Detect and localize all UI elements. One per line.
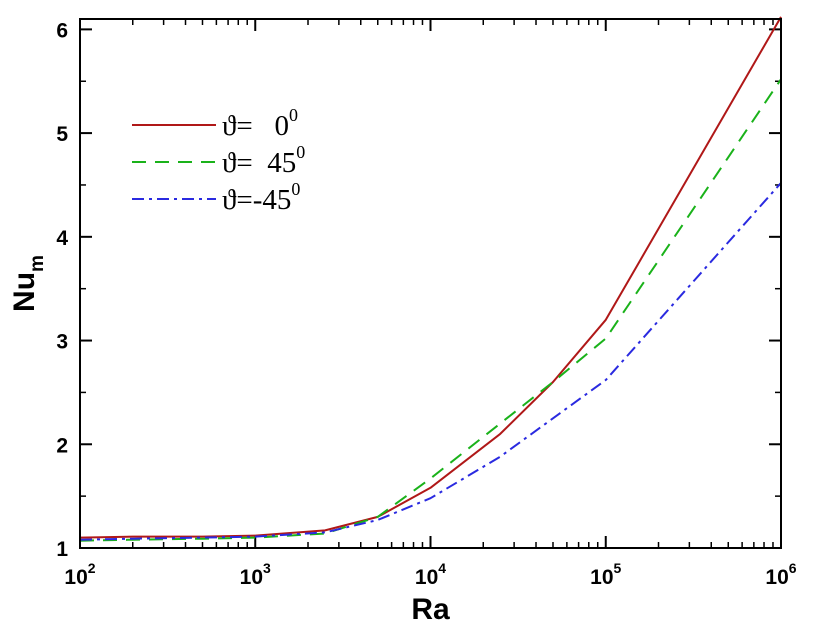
tick-labels: 102 103 104 105 106 1 2 3 4 5 6 — [56, 19, 796, 589]
legend-label-1: ϑ= 00 — [222, 105, 298, 142]
major-ticks — [79, 19, 782, 549]
y-tick-label: 3 — [56, 331, 68, 354]
y-tick-label: 6 — [56, 19, 68, 42]
series-line-2 — [79, 78, 782, 542]
y-axis-title: Num — [8, 255, 48, 312]
x-tick-label: 106 — [765, 560, 796, 589]
x-tick-label: 104 — [415, 560, 446, 589]
y-tick-label: 5 — [56, 123, 68, 146]
plot-frame — [79, 18, 782, 549]
legend-label-2: ϑ= 450 — [222, 142, 305, 179]
minor-ticks — [80, 19, 781, 548]
y-tick-label: 2 — [56, 434, 68, 457]
y-tick-label: 4 — [56, 227, 68, 250]
x-axis-title: Ra — [411, 593, 450, 626]
x-tick-label: 102 — [64, 560, 95, 589]
y-tick-label: 1 — [56, 538, 68, 561]
x-tick-label: 105 — [590, 560, 621, 589]
y-axis-title-sub: m — [27, 255, 48, 272]
legend-label-3: ϑ=-450 — [222, 179, 300, 216]
x-tick-label: 103 — [240, 560, 271, 589]
series-layer — [79, 16, 782, 542]
svg-text:Num: Num — [8, 255, 48, 312]
y-axis-title-base: Nu — [8, 272, 41, 312]
series-line-1 — [79, 16, 782, 539]
